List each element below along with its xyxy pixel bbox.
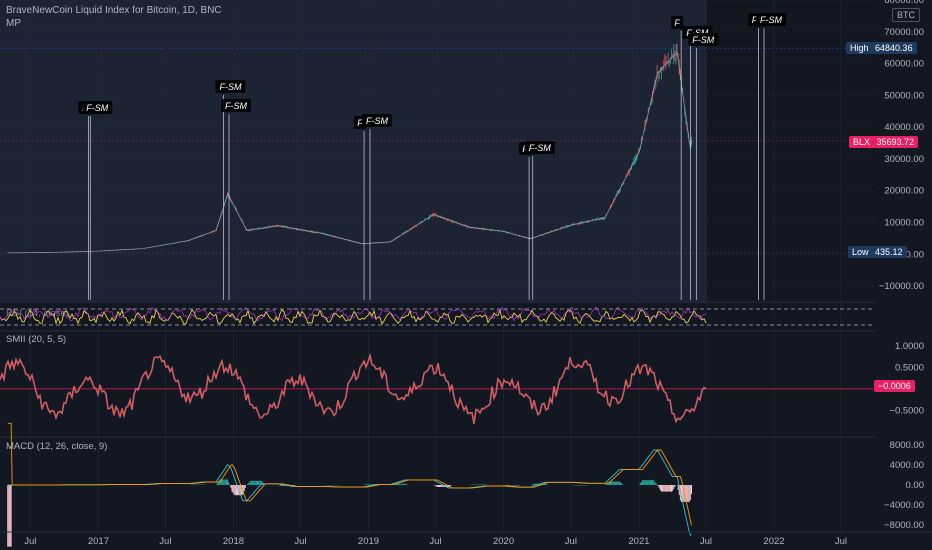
- signal-box: [361, 114, 392, 127]
- price-tick-label: 80000.00: [884, 0, 924, 6]
- last-badge-label: BLX: [853, 137, 871, 147]
- grid-lines: [0, 0, 875, 532]
- macd-title: MACD (12, 26, close, 9): [6, 441, 107, 452]
- smii-axis[interactable]: 1.0000 0.5000 −0.5000: [889, 341, 924, 417]
- smii-tick-label: 0.5000: [895, 362, 924, 373]
- time-tick-label: Jul: [700, 536, 712, 547]
- price-tick-label: 10000.00: [884, 218, 924, 229]
- time-tick-label: Jul: [24, 536, 36, 547]
- price-tick-label: 0.00: [906, 249, 925, 260]
- time-tick-label: 2022: [763, 536, 784, 547]
- signal-label: F-SM: [86, 103, 108, 113]
- time-tick-label: Jul: [429, 536, 441, 547]
- signal-label: F: [674, 18, 680, 28]
- time-tick-label: 2017: [88, 536, 109, 547]
- rsi-pane[interactable]: [0, 301, 875, 326]
- macd-signal-line: [7, 422, 692, 526]
- time-tick-label: 2018: [223, 536, 244, 547]
- rsi-title: RSI (14, close): [6, 308, 69, 319]
- macd-tick-label: 0.00: [906, 480, 925, 491]
- macd-pane[interactable]: [0, 422, 875, 547]
- time-axis[interactable]: Jul 2017 Jul 2018 Jul 2019 Jul 2020 Jul 2021 Jul 20…: [0, 531, 932, 547]
- time-tick-label: 2019: [358, 536, 379, 547]
- smii-tick-label: −0.5000: [889, 405, 924, 416]
- price-plot[interactable]: [7, 43, 693, 254]
- rsi-line-2: [0, 306, 707, 322]
- signal-box: [688, 33, 719, 46]
- price-tick-label: 50000.00: [884, 90, 924, 101]
- smii-title: SMII (20, 5, 5): [6, 334, 66, 345]
- high-badge: High 64840.36: [846, 42, 917, 54]
- signal-label: F-SM: [692, 35, 714, 45]
- signal-box: [524, 141, 555, 154]
- price-tick-label: 60000.00: [884, 59, 924, 70]
- signal-box: [82, 101, 113, 114]
- price-tick-label: 20000.00: [884, 186, 924, 197]
- low-badge-label: Low: [852, 247, 869, 257]
- signal-box: [221, 99, 252, 112]
- time-tick-label: 2021: [628, 536, 649, 547]
- signal-box: [215, 80, 246, 93]
- signal-label: F: [357, 118, 363, 128]
- signal-box: [756, 13, 787, 26]
- price-axis[interactable]: 80000.00 70000.00 60000.00 50000.00 40000.00…: [879, 0, 924, 292]
- indicator-name: MP: [6, 18, 21, 29]
- signal-box: [671, 16, 684, 29]
- time-tick-label: 2020: [493, 536, 514, 547]
- signal-label: F-SM: [219, 82, 241, 92]
- signal-label: F: [752, 15, 758, 25]
- history-shade: [0, 0, 707, 302]
- price-tick-label: 30000.00: [884, 154, 924, 165]
- last-badge-value: 35693.72: [876, 137, 915, 147]
- macd-tick-label: −8000.00: [884, 520, 924, 531]
- smii-last-badge: −0.0006: [874, 380, 915, 392]
- time-tick-label: Jul: [159, 536, 171, 547]
- time-tick-label: Jul: [835, 536, 847, 547]
- high-badge-value: 64840.36: [875, 43, 913, 53]
- price-tick-label: −10000.00: [879, 281, 924, 292]
- macd-tick-label: −4000.00: [884, 500, 924, 511]
- price-line: [7, 51, 693, 254]
- signal-label: F-SM: [225, 101, 247, 111]
- signal-label: F-SM: [760, 15, 782, 25]
- high-badge-label: High: [850, 43, 869, 53]
- low-badge-value: 435.12: [875, 247, 903, 257]
- smii-tick-label: 1.0000: [895, 341, 924, 352]
- smii-pane[interactable]: [0, 330, 875, 424]
- smii-line: [0, 352, 707, 424]
- currency-badge[interactable]: BTC: [892, 8, 920, 22]
- rsi-line: [0, 309, 707, 325]
- macd-axis[interactable]: 8000.00 4000.00 0.00 −4000.00 −8000.00: [884, 440, 924, 531]
- last-price-badge: BLX 35693.72: [849, 136, 919, 148]
- macd-tick-label: 4000.00: [890, 460, 924, 471]
- macd-tick-label: 8000.00: [890, 440, 924, 451]
- low-badge: Low 435.12: [848, 246, 907, 258]
- signal-label: F-SM: [529, 143, 551, 153]
- symbol-title: BraveNewCoin Liquid Index for Bitcoin, 1…: [6, 5, 222, 16]
- time-tick-label: Jul: [294, 536, 306, 547]
- time-tick-label: Jul: [565, 536, 577, 547]
- signal-label: F-SM: [366, 116, 388, 126]
- price-tick-label: 40000.00: [884, 122, 924, 133]
- price-tick-label: 70000.00: [884, 27, 924, 38]
